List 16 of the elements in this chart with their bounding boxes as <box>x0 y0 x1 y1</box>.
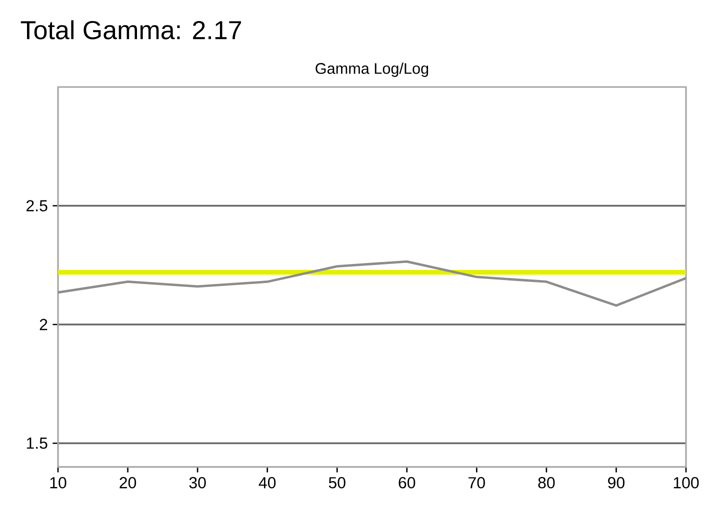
chart-title: Total Gamma: 2.17 <box>20 20 242 40</box>
chart-subtitle: Gamma Log/Log <box>316 62 428 77</box>
x-tick-label: 60 <box>398 477 416 488</box>
y-tick-label: 2 <box>40 318 48 330</box>
x-tick-label: 20 <box>120 477 136 488</box>
x-tick-label: 80 <box>538 477 555 488</box>
x-tick-label: 40 <box>258 477 276 488</box>
line-series <box>56 260 688 307</box>
x-tick-label: 90 <box>608 477 624 488</box>
x-tick-label: 50 <box>328 477 346 488</box>
x-tick-label: 30 <box>189 477 206 488</box>
y-tick-label: 1.5 <box>26 438 48 449</box>
x-tick-label: 70 <box>468 477 485 488</box>
x-tick-label: 10 <box>50 477 66 488</box>
y-tick-label: 2.5 <box>26 200 48 212</box>
x-tick-label: 100 <box>674 477 699 488</box>
